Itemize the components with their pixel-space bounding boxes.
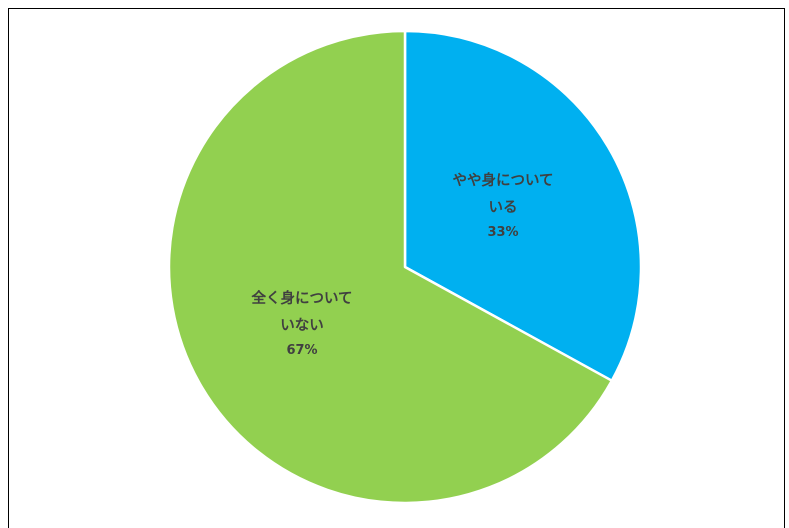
slice-label-somewhat: やや身について いる 33%: [423, 168, 583, 244]
slice-value-label: 33%: [487, 225, 519, 240]
pie-slice-0: [403, 29, 643, 382]
pie-chart: [167, 29, 643, 505]
slice-label-not-at-all: 全く身について いない 67%: [222, 286, 382, 362]
slice-label-text: やや身について: [452, 173, 554, 189]
slice-label-text: いない: [280, 318, 324, 334]
chart-frame: やや身について いる 33% 全く身について いない 67%: [8, 8, 785, 528]
slice-label-text: いる: [488, 200, 518, 216]
pie-slice-1: [167, 29, 614, 505]
slice-value-label: 67%: [286, 343, 318, 358]
slice-label-text: 全く身について: [251, 291, 353, 307]
